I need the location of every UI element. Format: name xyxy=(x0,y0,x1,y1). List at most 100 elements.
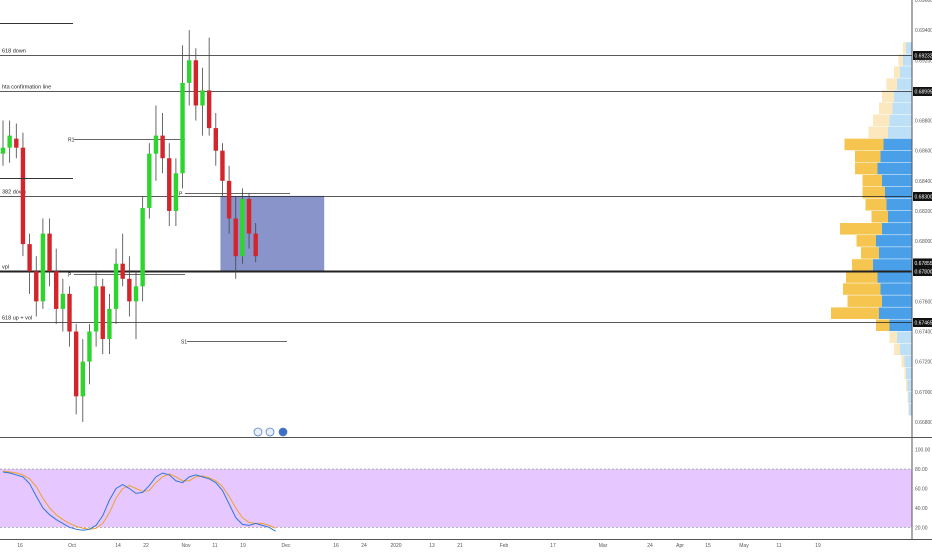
vp-bar-blue xyxy=(908,392,912,404)
vp-bar-yellow xyxy=(894,66,900,78)
vp-bar-yellow xyxy=(872,211,889,223)
vp-bar-yellow xyxy=(905,368,907,380)
candle-body xyxy=(107,309,111,339)
vp-bar-yellow xyxy=(899,54,904,66)
vp-bar-blue xyxy=(882,223,912,235)
vp-bar-yellow xyxy=(869,127,889,139)
vp-bar-blue xyxy=(900,66,912,78)
vp-bar-blue xyxy=(882,175,912,187)
date-tick: May xyxy=(739,543,749,549)
candle-body xyxy=(254,234,258,257)
vp-bar-yellow xyxy=(906,380,908,392)
candle-body xyxy=(81,362,85,397)
price-tick: 0.69000 xyxy=(915,88,932,94)
candle-body xyxy=(167,158,171,211)
vp-bar-blue xyxy=(897,78,912,90)
vp-bar-yellow xyxy=(831,307,879,319)
rsi-tick: 60.00 xyxy=(915,487,928,493)
rsi-tick: 80.00 xyxy=(915,467,928,473)
event-icon xyxy=(254,428,262,436)
date-tick: 11 xyxy=(212,543,217,549)
candle-body xyxy=(220,151,224,181)
vp-bar-blue xyxy=(894,90,912,102)
candle-body xyxy=(121,264,125,279)
date-tick: Apr xyxy=(676,543,684,549)
candle-body xyxy=(67,294,71,332)
candle-body xyxy=(41,234,45,302)
candle-body xyxy=(1,148,5,154)
vp-bar-yellow xyxy=(876,319,890,331)
vp-bar-blue xyxy=(887,199,913,211)
price-tick: 0.66800 xyxy=(915,420,932,426)
vp-bar-blue xyxy=(884,139,913,151)
vp-bar-blue xyxy=(888,211,912,223)
vp-bar-blue xyxy=(888,127,912,139)
date-tick: 24 xyxy=(361,543,367,549)
date-tick: 13 xyxy=(429,543,435,549)
vp-bar-blue xyxy=(906,368,912,380)
vp-bar-blue xyxy=(879,307,912,319)
pivot-label: S1 xyxy=(181,340,187,346)
vp-bar-blue xyxy=(873,259,912,271)
vp-bar-yellow xyxy=(855,151,881,163)
date-tick: 21 xyxy=(457,543,463,549)
price-tick: 0.67400 xyxy=(915,330,932,336)
candle-body xyxy=(14,139,18,148)
pivot-label: R1 xyxy=(68,138,75,144)
current-price-tag: 0.67855 xyxy=(915,261,932,267)
price-tick: 0.69400 xyxy=(915,28,932,34)
candle-body xyxy=(194,60,198,105)
vp-bar-yellow xyxy=(848,295,883,307)
level-label: hta confirmation line xyxy=(2,85,51,91)
vp-bar-yellow xyxy=(873,115,890,127)
vp-bar-blue xyxy=(890,319,913,331)
rsi-tick: 20.00 xyxy=(915,525,928,531)
date-tick: 19 xyxy=(240,543,246,549)
vp-bar-yellow xyxy=(846,271,878,283)
vp-bar-blue xyxy=(876,235,912,247)
date-tick: Mar xyxy=(599,543,608,549)
price-tick: 0.68600 xyxy=(915,149,932,155)
candle-body xyxy=(127,279,131,302)
candle-body xyxy=(174,173,178,211)
vp-bar-blue xyxy=(893,102,913,114)
rsi-tick: 40.00 xyxy=(915,506,928,512)
date-tick: 16 xyxy=(17,543,23,549)
candle-body xyxy=(74,332,78,397)
price-tick: 0.69600 xyxy=(915,0,932,4)
candle-body xyxy=(94,286,98,331)
vp-bar-blue xyxy=(908,380,913,392)
candle-body xyxy=(160,136,164,159)
vp-bar-blue xyxy=(890,115,913,127)
date-tick: 2020 xyxy=(390,543,401,549)
vp-bar-yellow xyxy=(852,259,873,271)
rsi-band xyxy=(0,469,912,527)
vp-bar-blue xyxy=(905,356,913,368)
candle-body xyxy=(214,128,218,151)
vp-bar-blue xyxy=(906,42,912,54)
price-tick: 0.68400 xyxy=(915,179,932,185)
candle-body xyxy=(134,286,138,301)
vp-bar-yellow xyxy=(890,332,898,344)
vp-bar-yellow xyxy=(840,223,882,235)
candle-body xyxy=(140,208,144,286)
vp-bar-blue xyxy=(879,247,912,259)
vp-bar-yellow xyxy=(894,344,900,356)
candle-body xyxy=(234,219,238,257)
date-tick: 19 xyxy=(815,543,821,549)
rsi-tick: 100.00 xyxy=(915,448,931,454)
vp-bar-yellow xyxy=(855,163,878,175)
vp-bar-blue xyxy=(881,151,913,163)
candle-body xyxy=(27,244,31,271)
date-tick: Nov xyxy=(182,543,191,549)
vp-bar-yellow xyxy=(843,283,881,295)
vp-bar-yellow xyxy=(887,78,898,90)
candle-body xyxy=(47,234,51,272)
candle-body xyxy=(87,332,91,362)
candle-body xyxy=(180,83,184,173)
event-icons[interactable] xyxy=(254,428,287,436)
vp-bar-yellow xyxy=(863,175,883,187)
candle-body xyxy=(154,136,158,154)
